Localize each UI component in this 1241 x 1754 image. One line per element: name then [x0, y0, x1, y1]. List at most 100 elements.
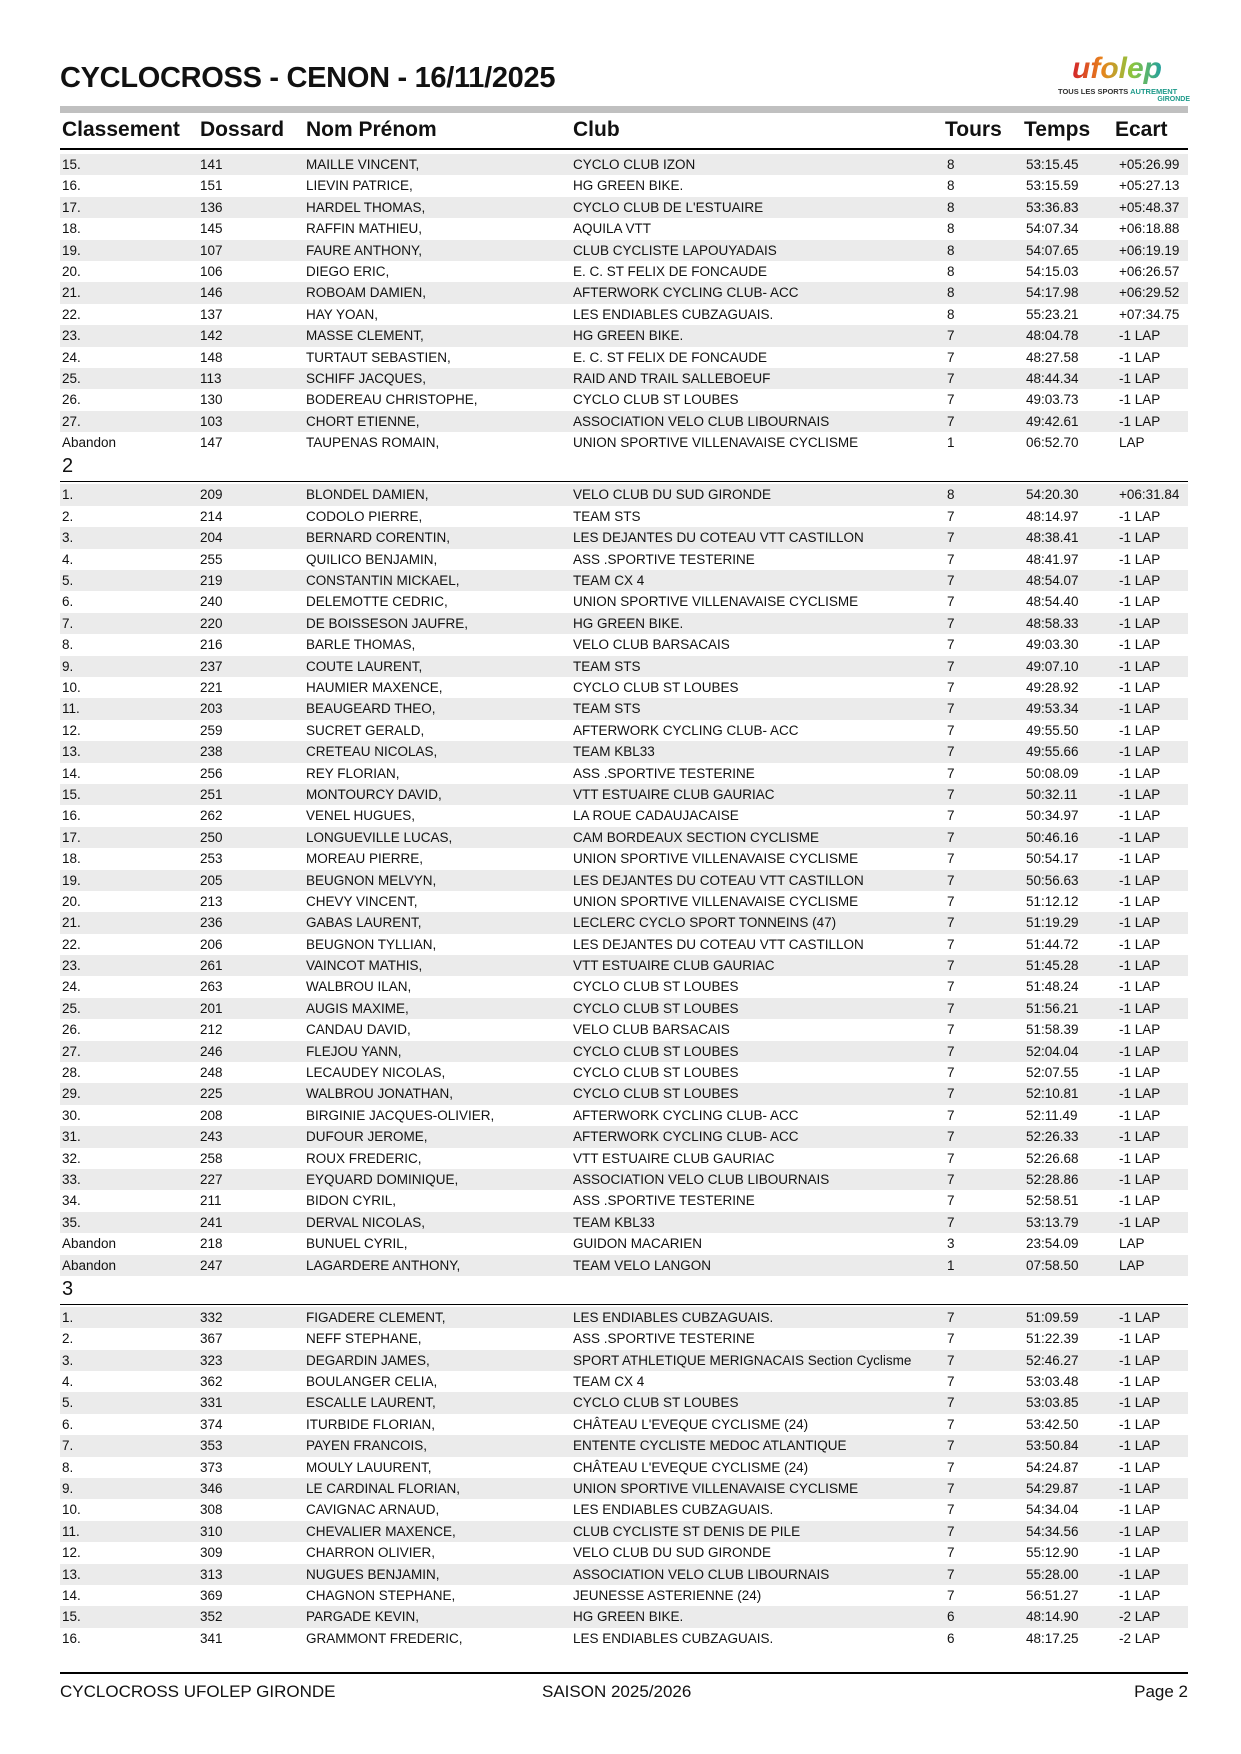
table-row: 20. 106 DIEGO ERIC, E. C. ST FELIX DE FONCA… — [60, 261, 1188, 282]
cell-time: 52:10.81 — [1026, 1086, 1079, 1102]
cell-name: NUGUES BENJAMIN, — [306, 1566, 440, 1582]
cell-time: 06:52.70 — [1026, 435, 1079, 451]
col-club: Club — [573, 118, 620, 141]
cell-time: 50:46.16 — [1026, 829, 1079, 845]
cell-bib: 246 — [200, 1043, 223, 1059]
cell-club: TEAM CX 4 — [573, 1374, 645, 1390]
cell-bib: 213 — [200, 893, 223, 909]
cell-bib: 262 — [200, 808, 223, 824]
cell-club: LES DEJANTES DU COTEAU VTT CASTILLON — [573, 936, 864, 952]
table-row: 24. 263 WALBROU ILAN, CYCLO CLUB ST LOUBES 7… — [60, 976, 1188, 997]
cell-name: ITURBIDE FLORIAN, — [306, 1416, 436, 1432]
cell-name: PARGADE KEVIN, — [306, 1609, 420, 1625]
cell-time: 55:23.21 — [1026, 306, 1079, 322]
cell-name: TAUPENAS ROMAIN, — [306, 435, 440, 451]
cell-name: MONTOURCY DAVID, — [306, 786, 442, 802]
cell-club: AFTERWORK CYCLING CLUB- ACC — [573, 1107, 799, 1123]
cell-bib: 214 — [200, 508, 223, 524]
cell-gap: +06:31.84 — [1119, 487, 1180, 503]
cell-name: QUILICO BENJAMIN, — [306, 551, 438, 567]
cell-bib: 238 — [200, 744, 223, 760]
table-row: 11. 310 CHEVALIER MAXENCE, CLUB CYCLISTE ST… — [60, 1520, 1188, 1543]
cell-rank: 2. — [62, 508, 74, 524]
table-row: 21. 236 GABAS LAURENT, LECLERC CYCLO SPORT … — [60, 912, 1188, 934]
cell-gap: -1 LAP — [1119, 1043, 1161, 1059]
cell-gap: +05:27.13 — [1119, 178, 1180, 194]
cell-name: DUFOUR JEROME, — [306, 1129, 428, 1145]
cell-club: CYCLO CLUB IZON — [573, 157, 696, 172]
cell-rank: 35. — [62, 1214, 81, 1230]
category-header: 2 — [60, 453, 1188, 483]
table-row: 12. 259 SUCRET GERALD, AFTERWORK CYCLING CL… — [60, 720, 1188, 741]
cell-rank: 3. — [62, 530, 74, 546]
cell-laps: 7 — [947, 1588, 955, 1603]
cell-club: VTT ESTUAIRE CLUB GAURIAC — [573, 958, 775, 974]
table-row: 26. 212 CANDAU DAVID, VELO CLUB BARSACAIS 7 5… — [60, 1019, 1188, 1040]
cell-rank: 13. — [62, 744, 81, 760]
cell-gap: -1 LAP — [1119, 1545, 1161, 1561]
cell-time: 48:38.41 — [1026, 530, 1079, 546]
table-row: 6. 374 ITURBIDE FLORIAN, CHÂTEAU L'EVEQUE C… — [60, 1414, 1188, 1435]
cell-bib: 136 — [200, 199, 223, 215]
cell-laps: 7 — [947, 829, 955, 845]
results-table: 15. 141 MAILLE VINCENT, CYCLO CLUB IZON 8 53:… — [60, 154, 1188, 1649]
cell-laps: 8 — [947, 178, 955, 194]
table-row: 30. 208 BIRGINIE JACQUES-OLIVIER, AFTERWORK… — [60, 1105, 1188, 1126]
cell-laps: 7 — [947, 1022, 955, 1038]
cell-name: CRETEAU NICOLAS, — [306, 744, 438, 760]
cell-gap: -1 LAP — [1119, 851, 1161, 867]
table-row: 17. 250 LONGUEVILLE LUCAS, CAM BORDEAUX SEC… — [60, 826, 1188, 849]
cell-gap: -1 LAP — [1119, 370, 1161, 386]
cell-time: 53:15.45 — [1026, 157, 1079, 172]
cell-rank: 7. — [62, 615, 74, 631]
col-temps: Temps — [1024, 118, 1091, 141]
cell-rank: 26. — [62, 1022, 81, 1038]
table-row: 27. 103 CHORT ETIENNE, ASSOCIATION VELO CLU… — [60, 410, 1188, 433]
cell-gap: +06:26.57 — [1119, 263, 1180, 279]
cell-rank: 25. — [62, 370, 81, 386]
cell-laps: 7 — [947, 573, 955, 589]
cell-rank: 27. — [62, 413, 81, 429]
cell-gap: -1 LAP — [1119, 1022, 1161, 1038]
cell-time: 52:07.55 — [1026, 1065, 1079, 1081]
cell-bib: 147 — [200, 435, 223, 451]
cell-laps: 7 — [947, 1129, 955, 1145]
cell-time: 54:24.87 — [1026, 1459, 1079, 1475]
category-label: 2 — [62, 455, 74, 478]
cell-time: 49:42.61 — [1026, 413, 1079, 429]
cell-laps: 7 — [947, 786, 955, 802]
cell-club: HG GREEN BIKE. — [573, 615, 684, 631]
table-row: 8. 216 BARLE THOMAS, VELO CLUB BARSACAIS 7 49… — [60, 634, 1188, 655]
cell-club: CLUB CYCLISTE ST DENIS DE PILE — [573, 1523, 801, 1539]
cell-rank: 4. — [62, 551, 74, 567]
cell-laps: 7 — [947, 1395, 955, 1411]
table-row: 13. 313 NUGUES BENJAMIN, ASSOCIATION VELO C… — [60, 1563, 1188, 1585]
table-row: 6. 240 DELEMOTTE CEDRIC, UNION SPORTIVE VIL… — [60, 591, 1188, 612]
col-ecart: Ecart — [1115, 118, 1168, 141]
cell-rank: Abandon — [62, 1257, 117, 1273]
cell-time: 23:54.09 — [1026, 1236, 1079, 1252]
cell-club: LES ENDIABLES CUBZAGUAIS. — [573, 306, 774, 322]
cell-name: BEUGNON MELVYN, — [306, 872, 437, 888]
cell-name: GRAMMONT FREDERIC, — [306, 1630, 463, 1646]
cell-bib: 227 — [200, 1171, 223, 1187]
cell-club: ENTENTE CYCLISTE MEDOC ATLANTIQUE — [573, 1438, 847, 1454]
cell-gap: -1 LAP — [1119, 1065, 1161, 1081]
cell-time: 53:42.50 — [1026, 1416, 1079, 1432]
cell-gap: -1 LAP — [1119, 679, 1161, 695]
cell-rank: 26. — [62, 392, 81, 408]
cell-rank: 15. — [62, 157, 81, 172]
table-row: 1. 209 BLONDEL DAMIEN, VELO CLUB DU SUD GIR… — [60, 484, 1188, 506]
cell-bib: 209 — [200, 487, 223, 503]
cell-laps: 8 — [947, 487, 955, 503]
cell-time: 48:14.90 — [1026, 1609, 1079, 1625]
cell-laps: 8 — [947, 221, 955, 237]
cell-laps: 7 — [947, 1545, 955, 1561]
cell-time: 50:56.63 — [1026, 872, 1079, 888]
cell-bib: 248 — [200, 1065, 223, 1081]
cell-laps: 7 — [947, 1065, 955, 1081]
cell-laps: 1 — [947, 435, 955, 451]
cell-time: 53:15.59 — [1026, 178, 1079, 194]
cell-rank: 33. — [62, 1171, 81, 1187]
table-row: 10. 308 CAVIGNAC ARNAUD, LES ENDIABLES CUBZ… — [60, 1499, 1188, 1520]
